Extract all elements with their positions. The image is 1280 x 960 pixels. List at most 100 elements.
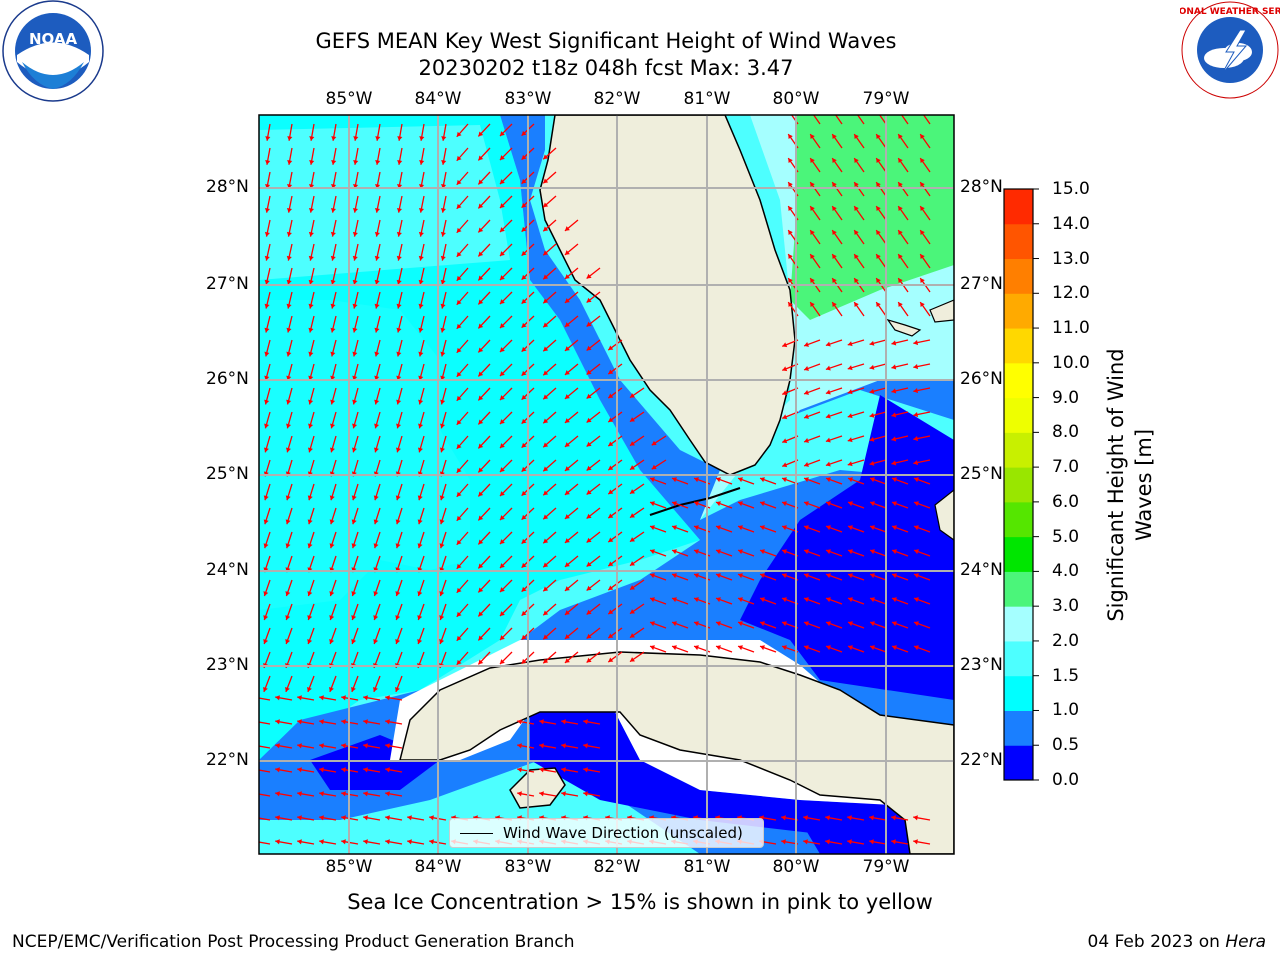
wind-arrow-head: [564, 490, 570, 495]
wind-arrow-head: [892, 501, 897, 507]
colorbar-segment: [1004, 328, 1033, 364]
wind-arrow-head: [543, 226, 549, 232]
wind-arrow-head: [898, 158, 903, 164]
wind-arrow-head: [651, 440, 657, 446]
wind-arrow-head: [869, 436, 875, 442]
wind-arrow-head: [441, 183, 447, 189]
wave-fill-3-4: [790, 115, 954, 320]
wind-arrow-head: [539, 719, 544, 725]
wind-arrow-head: [286, 255, 292, 261]
wind-arrow-head: [419, 183, 425, 189]
wind-arrow-head: [564, 274, 570, 279]
wind-arrow-head: [353, 136, 359, 141]
wind-arrow-head: [847, 437, 853, 443]
wind-arrow-head: [499, 587, 505, 593]
colorbar-tick-label: 5.0: [1052, 526, 1080, 547]
wind-arrow-head: [629, 633, 635, 638]
wind-arrow-head: [319, 743, 324, 749]
wind-arrow-head: [826, 597, 831, 603]
wind-arrow-head: [440, 423, 446, 429]
wind-arrow: [259, 769, 271, 773]
wind-arrow-head: [920, 206, 925, 212]
colorbar-segment: [1004, 189, 1033, 225]
wind-arrow-head: [286, 303, 292, 309]
wind-arrow-head: [499, 491, 505, 497]
wind-arrow-head: [319, 839, 324, 845]
sea-ice-note: Sea Ice Concentration > 15% is shown in …: [347, 890, 933, 914]
land-cuba: [399, 651, 954, 854]
wind-arrow-head: [286, 351, 292, 357]
wind-arrow-head: [297, 695, 302, 701]
wind-arrow-head: [385, 743, 390, 749]
wind-arrow-head: [374, 231, 380, 237]
wind-arrow-head: [352, 399, 358, 405]
wind-arrow-head: [330, 351, 336, 357]
wind-arrow: [900, 115, 909, 125]
wind-arrow-head: [608, 537, 614, 543]
wind-arrow-head: [440, 399, 446, 405]
wind-arrow-head: [341, 743, 346, 749]
wind-arrow-head: [397, 160, 403, 165]
wind-arrow-head: [913, 412, 919, 418]
wind-arrow-head: [385, 815, 390, 821]
wind-arrow-head: [351, 615, 357, 621]
wind-arrow-head: [456, 179, 462, 185]
colorbar-tick-label: 6.0: [1052, 491, 1080, 512]
wind-arrow-head: [285, 591, 291, 597]
wind-arrow-head: [781, 815, 786, 821]
wind-arrow-head: [478, 467, 484, 473]
lon-label-top: 80°W: [772, 89, 820, 109]
wind-arrow-head: [804, 462, 809, 467]
wind-arrow-head: [319, 719, 324, 725]
lon-label-top: 85°W: [325, 89, 373, 109]
wind-arrow-head: [286, 399, 292, 405]
wind-arrow-head: [586, 465, 592, 471]
wind-arrow-head: [564, 394, 570, 399]
wind-arrow-head: [499, 515, 505, 521]
wind-arrow-head: [353, 183, 359, 189]
wind-arrow-head: [374, 255, 380, 261]
wind-arrow-head: [429, 839, 434, 845]
lat-label-left: 25°N: [206, 464, 249, 484]
wind-arrow-head: [870, 525, 875, 531]
lon-label-top: 82°W: [593, 89, 641, 109]
wind-arrow-head: [848, 549, 853, 555]
wind-arrow-head: [499, 659, 505, 665]
wind-arrow-head: [914, 549, 919, 555]
wind-arrow-head: [629, 609, 635, 614]
wind-arrow-head: [561, 743, 566, 749]
wind-arrow-head: [374, 351, 380, 357]
wind-arrow-head: [898, 206, 903, 212]
wind-arrow-head: [330, 279, 336, 285]
wind-arrow-head: [898, 254, 903, 260]
florida-keys: [649, 487, 741, 516]
wave-fill-1.5-2-upper: [259, 125, 510, 280]
wind-arrow-head: [870, 501, 875, 507]
wind-arrow-head: [439, 447, 445, 453]
wind-arrow-head: [804, 366, 809, 371]
colorbar-tick-label: 1.5: [1052, 665, 1080, 686]
wind-arrow-head: [253, 743, 258, 748]
land-bahamas-2: [929, 299, 954, 323]
wind-arrow-head: [543, 250, 549, 256]
wind-arrow-head: [760, 477, 765, 483]
wind-arrow-head: [891, 839, 896, 845]
wind-arrow-head: [810, 182, 815, 188]
wind-arrow-head: [716, 501, 721, 507]
wind-arrow-head: [264, 279, 270, 285]
wind-arrow-head: [329, 686, 334, 692]
wind-arrow-head: [417, 495, 423, 501]
wind-arrow-head: [920, 158, 925, 164]
wind-arrow-head: [499, 251, 505, 257]
wind-arrow-head: [738, 549, 743, 555]
colorbar-frame: [1003, 188, 1034, 781]
wind-arrow-head: [395, 686, 400, 692]
wind-arrow-head: [285, 615, 291, 621]
wind-arrow-head: [385, 791, 390, 797]
wind-arrow-head: [788, 158, 793, 164]
wind-arrow-head: [330, 255, 336, 261]
lon-label-top: 81°W: [683, 89, 731, 109]
wind-arrow-head: [521, 658, 527, 664]
wind-arrow-head: [583, 767, 588, 773]
wind-arrow: [259, 841, 271, 845]
